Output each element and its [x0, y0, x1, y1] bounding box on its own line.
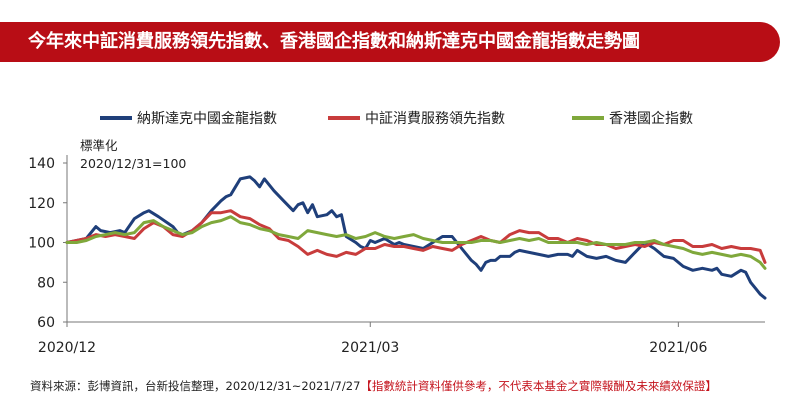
legend-label-2: 中証消費服務領先指數: [365, 110, 505, 127]
y-tick-label: 60: [37, 315, 55, 331]
x-tick-label: 2021/03: [341, 340, 399, 356]
chart-title: 今年來中証消費服務領先指數、香港國企指數和納斯達克中國金龍指數走勢圖: [28, 31, 640, 52]
y-tick-label: 120: [28, 196, 55, 212]
x-tick-label: 2021/06: [649, 340, 707, 356]
legend-label-1: 納斯達克中國金龍指數: [137, 110, 277, 127]
disclaimer-note: 【指數統計資料僅供參考，不代表本基金之實際報酬及未來績效保證】: [360, 379, 717, 393]
y-tick-label: 80: [37, 275, 55, 291]
x-tick-label: 2020/12: [38, 340, 96, 356]
footer: 資料來源：彭博資訊，台新投信整理，2020/12/31~2021/7/27【指數…: [30, 378, 717, 394]
series-line-3: [65, 215, 767, 270]
y-tick-label: 100: [28, 236, 55, 252]
title-bar: 今年來中証消費服務領先指數、香港國企指數和納斯達克中國金龍指數走勢圖: [0, 22, 780, 62]
source-note: 資料來源：彭博資訊，台新投信整理，2020/12/31~2021/7/27: [30, 379, 361, 393]
y-tick-label: 140: [28, 156, 55, 172]
line-chart: 60 80 100 120 140 2020/12 2021/03 2021/06 標準化 202…: [28, 110, 767, 356]
y-axis-label-baseline: 2020/12/31=100: [80, 156, 186, 171]
legend-label-3: 香港國企指數: [609, 110, 693, 127]
series-line-1: [65, 175, 767, 300]
y-axis-label: 標準化: [80, 138, 118, 153]
